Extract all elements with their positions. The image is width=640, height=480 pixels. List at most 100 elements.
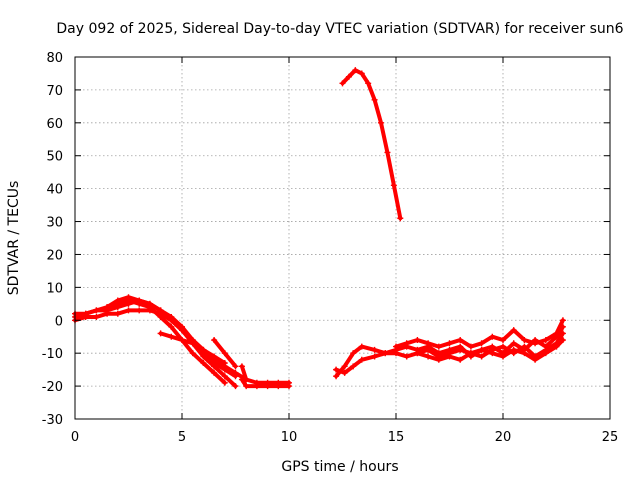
data-point <box>104 310 111 317</box>
series-track-7 <box>238 363 292 386</box>
data-point <box>136 307 143 314</box>
data-point <box>500 337 506 344</box>
data-point <box>238 363 245 370</box>
x-tick-label: 20 <box>495 430 512 445</box>
data-point <box>146 300 153 307</box>
data-point <box>521 343 528 350</box>
data-point <box>397 215 404 222</box>
data-point <box>232 373 239 380</box>
data-points <box>72 67 566 390</box>
data-point <box>532 340 539 347</box>
data-point <box>403 340 410 347</box>
y-tick-label: 70 <box>46 84 63 99</box>
data-point <box>371 96 378 103</box>
data-point <box>559 330 566 337</box>
data-point <box>125 300 132 307</box>
data-point <box>350 363 357 370</box>
data-point <box>500 343 506 350</box>
data-point <box>253 383 260 390</box>
data-point <box>345 73 352 80</box>
y-tick-label: 30 <box>46 216 63 231</box>
data-point <box>478 353 485 360</box>
data-point <box>211 337 218 344</box>
data-point <box>189 340 196 347</box>
data-point <box>384 149 391 156</box>
data-point <box>286 383 292 390</box>
data-point <box>333 366 340 373</box>
data-point <box>82 313 89 320</box>
data-point <box>393 350 399 357</box>
data-point <box>371 353 378 360</box>
data-point <box>378 119 385 126</box>
data-point <box>104 304 111 311</box>
data-point <box>435 343 442 350</box>
data-point <box>425 346 432 353</box>
data-point <box>93 307 100 314</box>
data-point <box>157 330 164 337</box>
y-tick-label: 10 <box>46 281 63 296</box>
data-point <box>457 346 464 353</box>
plot-frame <box>74 56 611 420</box>
data-point <box>489 333 496 340</box>
data-point <box>125 307 132 314</box>
data-point <box>189 350 196 357</box>
data-point <box>211 353 218 360</box>
series-track-12 <box>393 317 566 350</box>
data-point <box>211 360 218 367</box>
y-tick-label: -10 <box>42 347 63 362</box>
data-point <box>93 313 100 320</box>
data-point <box>371 346 378 353</box>
data-point <box>125 294 132 301</box>
data-point <box>358 343 365 350</box>
data-point <box>390 182 397 189</box>
y-tick-label: 60 <box>46 117 63 132</box>
data-point <box>232 363 239 370</box>
x-tick-label: 15 <box>388 430 405 445</box>
data-point <box>341 369 348 376</box>
series-trace <box>239 364 291 385</box>
data-point <box>168 313 175 320</box>
data-point <box>200 346 207 353</box>
y-tick-label: -30 <box>42 413 63 428</box>
chart-title: Day 092 of 2025, Sidereal Day-to-day VTE… <box>56 21 623 37</box>
data-point <box>446 353 453 360</box>
data-point <box>221 366 228 373</box>
grid <box>75 57 610 419</box>
data-point <box>221 350 228 357</box>
data-point <box>489 350 496 357</box>
data-point <box>446 340 453 347</box>
data-point <box>275 383 282 390</box>
series-track-4 <box>104 294 239 380</box>
data-point <box>157 307 164 314</box>
data-point <box>352 67 359 74</box>
y-tick-label: 50 <box>46 150 63 165</box>
data-point <box>457 356 464 363</box>
data-point <box>232 383 239 390</box>
x-tick-label: 10 <box>281 430 298 445</box>
data-point <box>510 327 517 334</box>
y-tick-label: 80 <box>46 51 63 66</box>
data-point <box>425 340 432 347</box>
data-point <box>179 323 185 330</box>
data-point <box>403 353 410 360</box>
data-point <box>341 363 348 370</box>
data-point <box>521 350 528 357</box>
x-axis-label: GPS time / hours <box>281 459 398 475</box>
data-point <box>264 383 271 390</box>
data-point <box>435 356 442 363</box>
data-point <box>542 337 549 344</box>
data-point <box>532 356 539 363</box>
data-point <box>414 337 421 344</box>
series-track-5 <box>157 330 228 367</box>
data-point <box>221 360 228 367</box>
data-point <box>114 297 121 304</box>
data-point <box>168 323 175 330</box>
data-point <box>146 307 153 314</box>
y-tick-label: 40 <box>46 183 63 198</box>
series-trace <box>340 68 403 221</box>
data-point <box>365 80 372 87</box>
y-tick-label: 0 <box>55 314 63 329</box>
x-tick-label: 0 <box>71 430 79 445</box>
data-point <box>358 356 365 363</box>
